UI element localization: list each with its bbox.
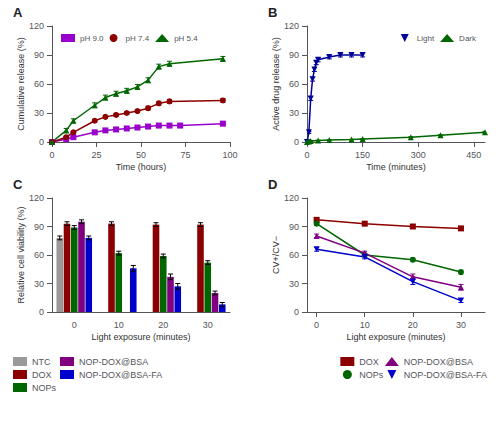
- svg-text:0: 0: [294, 137, 299, 147]
- svg-text:0: 0: [72, 320, 77, 330]
- svg-text:30: 30: [34, 279, 44, 289]
- svg-text:120: 120: [29, 193, 44, 203]
- svg-text:pH 9.0: pH 9.0: [80, 34, 104, 43]
- svg-text:Active drug release (%): Active drug release (%): [271, 37, 281, 131]
- svg-text:pH 5.4: pH 5.4: [174, 34, 198, 43]
- svg-text:0: 0: [39, 137, 44, 147]
- svg-text:60: 60: [289, 250, 299, 260]
- svg-text:Light: Light: [417, 34, 435, 43]
- svg-text:0: 0: [49, 150, 54, 160]
- svg-text:90: 90: [34, 222, 44, 232]
- svg-text:10: 10: [114, 320, 124, 330]
- svg-text:0: 0: [304, 150, 309, 160]
- svg-text:30: 30: [289, 279, 299, 289]
- svg-text:30: 30: [203, 320, 213, 330]
- svg-text:A: A: [13, 5, 23, 20]
- svg-text:150: 150: [355, 150, 370, 160]
- svg-text:120: 120: [284, 21, 299, 31]
- svg-text:Time (hours): Time (hours): [116, 162, 167, 172]
- svg-text:Cumulative release (%): Cumulative release (%): [16, 37, 26, 131]
- svg-text:10: 10: [360, 320, 370, 330]
- svg-text:60: 60: [34, 250, 44, 260]
- svg-text:C: C: [13, 177, 23, 192]
- svg-text:0: 0: [39, 307, 44, 317]
- svg-text:NOP-DOX@BSA-FA: NOP-DOX@BSA-FA: [79, 370, 162, 380]
- svg-text:NOPs: NOPs: [359, 370, 384, 380]
- svg-text:30: 30: [34, 108, 44, 118]
- svg-text:90: 90: [289, 50, 299, 60]
- svg-text:CV+/CV−: CV+/CV−: [271, 236, 281, 274]
- svg-text:30: 30: [456, 320, 466, 330]
- svg-text:0: 0: [294, 307, 299, 317]
- svg-text:NOP-DOX@BSA-FA: NOP-DOX@BSA-FA: [404, 370, 487, 380]
- svg-text:25: 25: [91, 150, 101, 160]
- svg-text:20: 20: [158, 320, 168, 330]
- svg-text:75: 75: [180, 150, 190, 160]
- svg-text:90: 90: [289, 222, 299, 232]
- svg-text:0: 0: [314, 320, 319, 330]
- svg-text:NTC: NTC: [32, 357, 51, 367]
- svg-text:Light exposure (minutes): Light exposure (minutes): [91, 332, 190, 342]
- svg-text:NOPs: NOPs: [32, 383, 57, 393]
- svg-text:NOP-DOX@BSA: NOP-DOX@BSA: [79, 357, 148, 367]
- svg-text:D: D: [268, 177, 277, 192]
- svg-text:50: 50: [136, 150, 146, 160]
- svg-text:Relative cell viability (%): Relative cell viability (%): [16, 206, 26, 303]
- svg-text:20: 20: [408, 320, 418, 330]
- svg-text:30: 30: [289, 108, 299, 118]
- svg-text:100: 100: [222, 150, 237, 160]
- svg-text:300: 300: [411, 150, 426, 160]
- svg-text:90: 90: [34, 50, 44, 60]
- svg-text:DOX: DOX: [359, 357, 379, 367]
- svg-text:NOP-DOX@BSA: NOP-DOX@BSA: [404, 357, 473, 367]
- svg-text:60: 60: [289, 79, 299, 89]
- svg-text:60: 60: [34, 79, 44, 89]
- svg-text:Time (minutes): Time (minutes): [366, 162, 426, 172]
- svg-text:Light exposure (minutes): Light exposure (minutes): [346, 332, 445, 342]
- svg-text:Dark: Dark: [459, 34, 477, 43]
- svg-text:120: 120: [29, 21, 44, 31]
- svg-text:pH 7.4: pH 7.4: [126, 34, 150, 43]
- svg-text:DOX: DOX: [32, 370, 52, 380]
- svg-text:450: 450: [466, 150, 481, 160]
- svg-text:120: 120: [284, 193, 299, 203]
- svg-text:B: B: [268, 5, 277, 20]
